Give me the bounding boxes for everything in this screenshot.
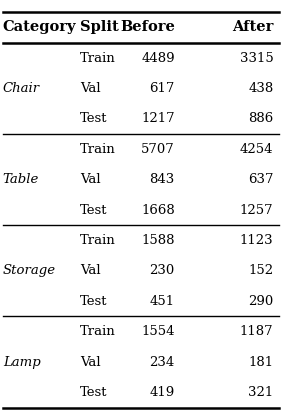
Text: Val: Val [80, 265, 101, 277]
Text: 3315: 3315 [240, 52, 274, 64]
Text: Table: Table [3, 173, 39, 186]
Text: 1588: 1588 [141, 234, 175, 247]
Text: Split: Split [80, 20, 119, 34]
Text: 290: 290 [248, 295, 274, 308]
Text: 234: 234 [149, 356, 175, 369]
Text: 1668: 1668 [141, 203, 175, 217]
Text: 438: 438 [248, 82, 274, 95]
Text: Train: Train [80, 234, 116, 247]
Text: Train: Train [80, 143, 116, 156]
Text: 321: 321 [248, 386, 274, 399]
Text: 1554: 1554 [141, 325, 175, 338]
Text: Val: Val [80, 82, 101, 95]
Text: 152: 152 [248, 265, 274, 277]
Text: Lamp: Lamp [3, 356, 41, 369]
Text: Chair: Chair [3, 82, 40, 95]
Text: 4254: 4254 [240, 143, 274, 156]
Text: After: After [232, 20, 274, 34]
Text: Train: Train [80, 325, 116, 338]
Text: Before: Before [120, 20, 175, 34]
Text: 181: 181 [248, 356, 274, 369]
Text: 1217: 1217 [141, 112, 175, 125]
Text: 4489: 4489 [141, 52, 175, 64]
Text: 419: 419 [149, 386, 175, 399]
Text: 1257: 1257 [240, 203, 274, 217]
Text: 617: 617 [149, 82, 175, 95]
Text: Val: Val [80, 356, 101, 369]
Text: Test: Test [80, 295, 108, 308]
Text: Test: Test [80, 203, 108, 217]
Text: 637: 637 [248, 173, 274, 186]
Text: Test: Test [80, 386, 108, 399]
Text: 5707: 5707 [141, 143, 175, 156]
Text: Train: Train [80, 52, 116, 64]
Text: Test: Test [80, 112, 108, 125]
Text: 1123: 1123 [240, 234, 274, 247]
Text: Category: Category [3, 20, 76, 34]
Text: 843: 843 [149, 173, 175, 186]
Text: Val: Val [80, 173, 101, 186]
Text: 451: 451 [150, 295, 175, 308]
Text: 230: 230 [149, 265, 175, 277]
Text: 886: 886 [248, 112, 274, 125]
Text: 1187: 1187 [240, 325, 274, 338]
Text: Storage: Storage [3, 265, 56, 277]
